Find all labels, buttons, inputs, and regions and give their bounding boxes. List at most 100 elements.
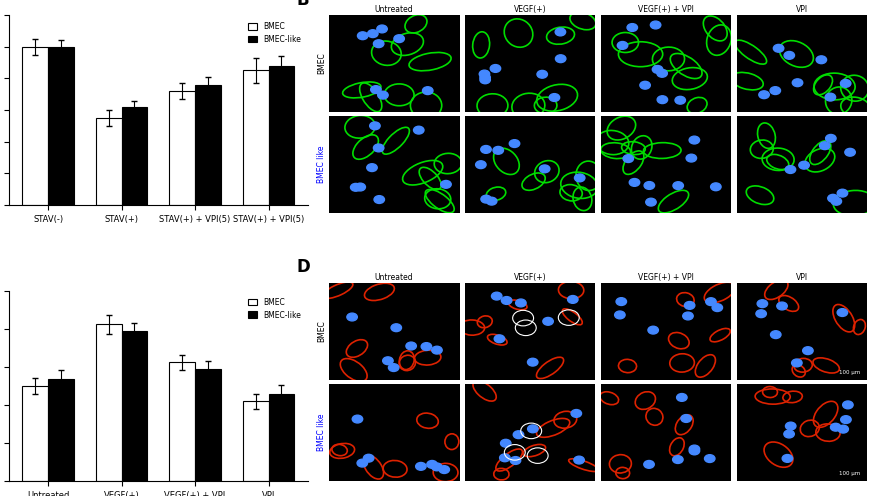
Circle shape <box>653 65 663 73</box>
Bar <box>122 331 147 481</box>
Circle shape <box>844 148 855 156</box>
Circle shape <box>689 136 700 144</box>
Bar <box>195 85 221 205</box>
Circle shape <box>493 146 504 154</box>
Circle shape <box>820 142 830 150</box>
Circle shape <box>644 182 654 189</box>
Bar <box>95 324 122 481</box>
Circle shape <box>802 347 813 355</box>
Bar <box>48 379 74 481</box>
Circle shape <box>706 298 717 306</box>
Bar <box>169 362 195 481</box>
Circle shape <box>537 70 548 78</box>
Circle shape <box>373 40 384 48</box>
Bar <box>23 386 48 481</box>
Circle shape <box>784 430 795 438</box>
Circle shape <box>383 357 393 365</box>
Circle shape <box>673 182 683 189</box>
Title: Untreated: Untreated <box>375 5 413 14</box>
Circle shape <box>373 144 384 152</box>
Bar <box>195 369 221 481</box>
Circle shape <box>406 342 416 350</box>
Circle shape <box>799 161 809 169</box>
Circle shape <box>777 302 788 310</box>
Circle shape <box>555 28 566 36</box>
Circle shape <box>657 69 668 77</box>
Circle shape <box>689 447 700 455</box>
Circle shape <box>432 346 442 354</box>
Circle shape <box>825 93 836 101</box>
Circle shape <box>500 439 511 447</box>
Title: Untreated: Untreated <box>375 273 413 282</box>
Circle shape <box>792 359 802 367</box>
Circle shape <box>491 64 501 72</box>
Circle shape <box>774 45 784 52</box>
Y-axis label: BMEC: BMEC <box>317 320 326 342</box>
Circle shape <box>816 56 827 63</box>
Circle shape <box>391 324 401 332</box>
Circle shape <box>618 42 628 49</box>
Circle shape <box>377 25 387 33</box>
Circle shape <box>646 198 656 206</box>
Circle shape <box>837 309 848 316</box>
Circle shape <box>831 197 842 205</box>
Circle shape <box>757 300 767 308</box>
Circle shape <box>843 401 853 409</box>
Circle shape <box>782 454 793 462</box>
Circle shape <box>480 76 491 84</box>
Circle shape <box>501 297 512 305</box>
Circle shape <box>615 311 625 319</box>
Text: B: B <box>296 0 308 8</box>
Circle shape <box>480 74 491 81</box>
Circle shape <box>352 415 363 423</box>
Circle shape <box>355 183 365 191</box>
Circle shape <box>486 197 497 205</box>
Bar <box>95 118 122 205</box>
Circle shape <box>840 79 851 87</box>
Circle shape <box>704 455 715 462</box>
Circle shape <box>616 298 626 306</box>
Circle shape <box>527 425 538 433</box>
Circle shape <box>629 179 639 186</box>
Circle shape <box>828 194 838 202</box>
Circle shape <box>481 195 491 203</box>
Circle shape <box>509 140 519 147</box>
Circle shape <box>516 299 526 307</box>
Circle shape <box>682 312 693 320</box>
Circle shape <box>394 35 405 43</box>
Text: D: D <box>296 258 310 276</box>
Circle shape <box>441 181 451 188</box>
Circle shape <box>627 24 638 31</box>
Circle shape <box>792 79 802 87</box>
Circle shape <box>388 364 399 372</box>
Title: VEGF(+) + VPI: VEGF(+) + VPI <box>638 5 694 14</box>
Circle shape <box>841 416 851 424</box>
Circle shape <box>574 456 584 464</box>
Circle shape <box>555 55 566 62</box>
Circle shape <box>837 189 848 197</box>
Circle shape <box>623 155 633 163</box>
Circle shape <box>427 460 437 468</box>
Bar <box>243 401 269 481</box>
Circle shape <box>432 463 442 471</box>
Circle shape <box>513 431 524 438</box>
Circle shape <box>838 425 849 433</box>
Y-axis label: BMEC like: BMEC like <box>317 146 326 184</box>
Circle shape <box>784 52 795 59</box>
Bar <box>269 394 294 481</box>
Circle shape <box>657 96 668 104</box>
Circle shape <box>367 164 378 172</box>
Circle shape <box>712 304 723 311</box>
Circle shape <box>686 154 696 162</box>
Title: VPI: VPI <box>795 5 808 14</box>
Legend: BMEC, BMEC-like: BMEC, BMEC-like <box>244 19 304 47</box>
Text: 100 μm: 100 μm <box>839 370 861 375</box>
Title: VPI: VPI <box>795 273 808 282</box>
Circle shape <box>710 183 721 190</box>
Circle shape <box>421 343 432 351</box>
Circle shape <box>368 30 378 38</box>
Circle shape <box>648 326 659 334</box>
Circle shape <box>378 91 388 99</box>
Circle shape <box>785 166 795 174</box>
Circle shape <box>476 161 486 169</box>
